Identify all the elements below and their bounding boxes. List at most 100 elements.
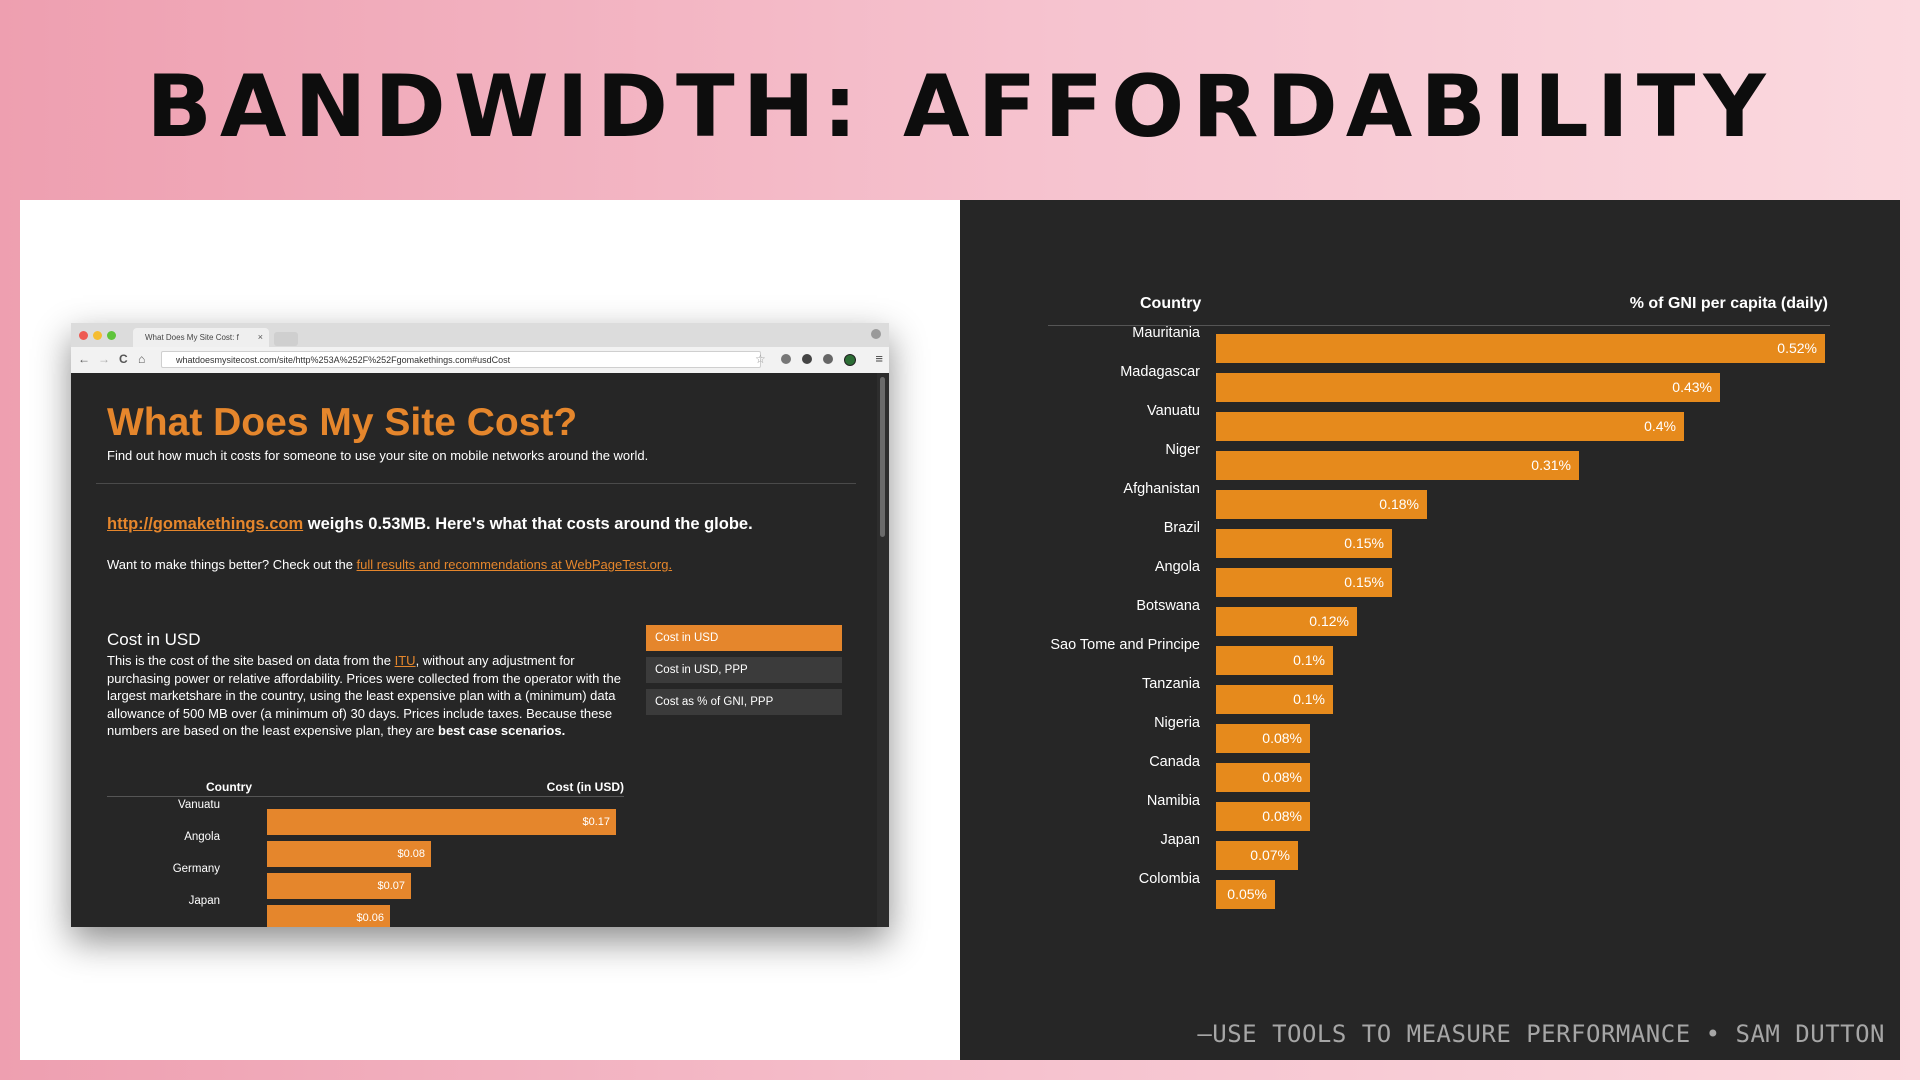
page-content: What Does My Site Cost? Find out how muc… <box>71 373 877 927</box>
extension-icon[interactable] <box>781 354 791 364</box>
chart-header-line <box>1048 325 1830 326</box>
minimize-window-button[interactable] <box>93 331 102 340</box>
mini-header-value: Cost (in USD) <box>546 780 624 794</box>
chart-country-label: Botswana <box>1136 598 1200 614</box>
chart-bar: 0.4% <box>1216 412 1684 441</box>
chart-bar: 0.18% <box>1216 490 1427 519</box>
chart-country-label: Madagascar <box>1120 364 1200 380</box>
chart-country-label: Japan <box>1160 832 1200 848</box>
gear-icon[interactable] <box>802 354 812 364</box>
chart-bar: 0.52% <box>1216 334 1825 363</box>
mini-value-label: $0.07 <box>377 880 405 892</box>
quote-caption: —USE TOOLS TO MEASURE PERFORMANCE • SAM … <box>1197 1020 1885 1048</box>
chart-bar: 0.08% <box>1216 802 1310 831</box>
forward-icon[interactable]: → <box>98 352 110 366</box>
chart-country-label: Canada <box>1149 754 1200 770</box>
chart-country-label: Namibia <box>1146 793 1200 809</box>
webpagetest-link[interactable]: full results and recommendations at WebP… <box>356 557 673 572</box>
chart-value-label: 0.08% <box>1262 769 1302 785</box>
chart-country-label: Sao Tome and Principe <box>1050 637 1200 653</box>
chart-country-label: Nigeria <box>1154 715 1200 731</box>
mini-bar: $0.17 <box>267 809 616 835</box>
chart-bar: 0.05% <box>1216 880 1275 909</box>
better-line: Want to make things better? Check out th… <box>107 557 672 572</box>
site-subtitle: Find out how much it costs for someone t… <box>107 448 649 463</box>
mini-value-label: $0.08 <box>397 848 425 860</box>
chart-bar: 0.1% <box>1216 646 1333 675</box>
chart-value-label: 0.15% <box>1344 535 1384 551</box>
mini-header-line <box>107 796 624 797</box>
chart-value-label: 0.43% <box>1672 379 1712 395</box>
chart-country-label: Colombia <box>1138 871 1200 887</box>
chart-bar: 0.1% <box>1216 685 1333 714</box>
chart-value-label: 0.07% <box>1250 847 1290 863</box>
chart-bar: 0.12% <box>1216 607 1357 636</box>
chart-bar: 0.43% <box>1216 373 1720 402</box>
better-text: Want to make things better? Check out th… <box>107 557 357 572</box>
profile-icon[interactable] <box>871 329 881 339</box>
slide-title: BANDWIDTH: AFFORDABILITY <box>146 57 1774 157</box>
option-cost-usd-button[interactable]: Cost in USD <box>646 625 842 651</box>
chart-header-value: % of GNI per capita (daily) <box>1629 295 1828 312</box>
shield-icon[interactable] <box>823 354 833 364</box>
section-title: Cost in USD <box>107 630 201 649</box>
star-icon[interactable]: ☆ <box>755 352 766 366</box>
maximize-window-button[interactable] <box>107 331 116 340</box>
browser-tab[interactable]: What Does My Site Cost: f × <box>133 328 269 347</box>
chart-bar: 0.07% <box>1216 841 1298 870</box>
scrollbar[interactable] <box>877 373 889 927</box>
chart-value-label: 0.05% <box>1227 886 1267 902</box>
tab-bar: What Does My Site Cost: f × <box>71 323 889 347</box>
weighs-line: http://gomakethings.com weighs 0.53MB. H… <box>107 515 753 534</box>
chart-country-label: Angola <box>1154 559 1200 575</box>
option-gni-ppp-button[interactable]: Cost as % of GNI, PPP <box>646 689 842 715</box>
para-text-b: , without any adjustment for purchasing … <box>107 653 621 739</box>
menu-icon[interactable]: ≡ <box>875 351 883 366</box>
globe-icon[interactable] <box>844 354 856 366</box>
chart-value-label: 0.4% <box>1644 418 1676 434</box>
chart-value-label: 0.18% <box>1379 496 1419 512</box>
mini-country-label: Japan <box>188 895 220 907</box>
close-window-button[interactable] <box>79 331 88 340</box>
chart-country-label: Tanzania <box>1141 676 1200 692</box>
chart-country-label: Vanuatu <box>1147 403 1200 419</box>
tab-close-icon[interactable]: × <box>257 332 263 342</box>
chart-value-label: 0.1% <box>1293 652 1325 668</box>
mini-value-label: $0.06 <box>356 912 384 924</box>
itu-link[interactable]: ITU <box>394 653 416 668</box>
chart-country-label: Brazil <box>1163 520 1200 536</box>
mini-header-country: Country <box>206 780 252 794</box>
divider <box>96 483 856 484</box>
description-paragraph: This is the cost of the site based on da… <box>107 652 622 740</box>
new-tab-button[interactable] <box>274 332 298 346</box>
chart-value-label: 0.1% <box>1293 691 1325 707</box>
home-icon[interactable]: ⌂ <box>138 352 146 366</box>
mini-country-label: Angola <box>184 831 220 843</box>
browser-window: What Does My Site Cost: f × ← → C ⌂ what… <box>71 323 889 927</box>
chart-bar: 0.08% <box>1216 763 1310 792</box>
chart-bar: 0.31% <box>1216 451 1579 480</box>
reload-icon[interactable]: C <box>119 352 128 366</box>
chart-value-label: 0.31% <box>1531 457 1571 473</box>
url-field[interactable]: whatdoesmysitecost.com/site/http%253A%25… <box>161 351 761 368</box>
site-link[interactable]: http://gomakethings.com <box>107 515 304 533</box>
para-bold: best case scenarios. <box>438 723 566 739</box>
chart-bar: 0.15% <box>1216 568 1392 597</box>
tab-title: What Does My Site Cost: f <box>145 333 239 342</box>
scrollbar-thumb[interactable] <box>880 377 885 537</box>
back-icon[interactable]: ← <box>78 352 90 366</box>
para-text-a: This is the cost of the site based on da… <box>107 653 395 668</box>
chart-bar: 0.15% <box>1216 529 1392 558</box>
mini-bar: $0.07 <box>267 873 411 899</box>
mini-bar: $0.08 <box>267 841 431 867</box>
chart-country-label: Niger <box>1165 442 1200 458</box>
chart-country-label: Afghanistan <box>1123 481 1200 497</box>
mini-value-label: $0.17 <box>582 816 610 828</box>
weighs-text: weighs 0.53MB. Here's what that costs ar… <box>303 515 753 533</box>
chart-value-label: 0.08% <box>1262 808 1302 824</box>
chart-value-label: 0.15% <box>1344 574 1384 590</box>
mini-country-label: Germany <box>172 863 220 875</box>
option-cost-usd-ppp-button[interactable]: Cost in USD, PPP <box>646 657 842 683</box>
left-panel: What Does My Site Cost: f × ← → C ⌂ what… <box>20 200 960 1060</box>
chart-value-label: 0.08% <box>1262 730 1302 746</box>
